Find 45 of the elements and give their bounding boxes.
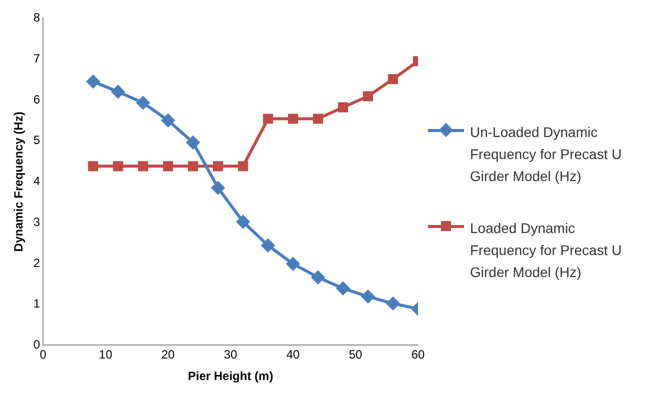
- y-axis-title: Dynamic Frequency (Hz): [12, 112, 26, 252]
- y-tick-label: 5: [33, 133, 40, 148]
- point: [386, 297, 400, 310]
- x-tick-label: 30: [224, 348, 238, 362]
- y-tick-label: 7: [33, 51, 40, 66]
- point: [262, 238, 275, 252]
- point: [112, 85, 125, 98]
- legend-label: Loaded Dynamic Frequency for Precast U Girder Model (Hz): [470, 218, 623, 282]
- point: [88, 161, 98, 172]
- x-tick-label: 40: [286, 348, 300, 362]
- point: [212, 181, 225, 194]
- point: [262, 114, 274, 124]
- y-tick-label: 6: [33, 92, 40, 106]
- y-tick-label: 8: [33, 10, 40, 25]
- point: [113, 161, 124, 172]
- point: [362, 91, 374, 102]
- point: [163, 161, 174, 172]
- x-tick-label: 20: [161, 348, 176, 362]
- point: [312, 114, 324, 124]
- point: [388, 74, 398, 84]
- point: [136, 96, 150, 110]
- y-tick-label: 2: [33, 256, 40, 270]
- point: [336, 282, 350, 295]
- x-tick-label: 50: [348, 348, 363, 362]
- legend-label: Un-Loaded Dynamic Frequency for Precast U Girder Model (Hz): [470, 122, 623, 186]
- x-tick-label: 10: [98, 348, 113, 362]
- point: [238, 161, 248, 172]
- point: [186, 136, 200, 149]
- y-tick-label: 0: [33, 338, 40, 352]
- point: [312, 270, 325, 284]
- point: [236, 215, 250, 228]
- point: [162, 114, 175, 127]
- point: [86, 75, 100, 88]
- point: [288, 114, 298, 124]
- point: [338, 102, 348, 112]
- point: [138, 161, 148, 172]
- y-tick-label: 4: [33, 174, 40, 188]
- x-tick-label: 60: [411, 348, 425, 362]
- point: [188, 161, 198, 172]
- y-tick-label: 1: [33, 296, 40, 311]
- x-axis-title: Pier Height (m): [188, 369, 274, 384]
- point: [213, 161, 224, 172]
- point: [286, 257, 300, 270]
- y-tick-label: 3: [33, 214, 40, 229]
- point: [362, 290, 375, 304]
